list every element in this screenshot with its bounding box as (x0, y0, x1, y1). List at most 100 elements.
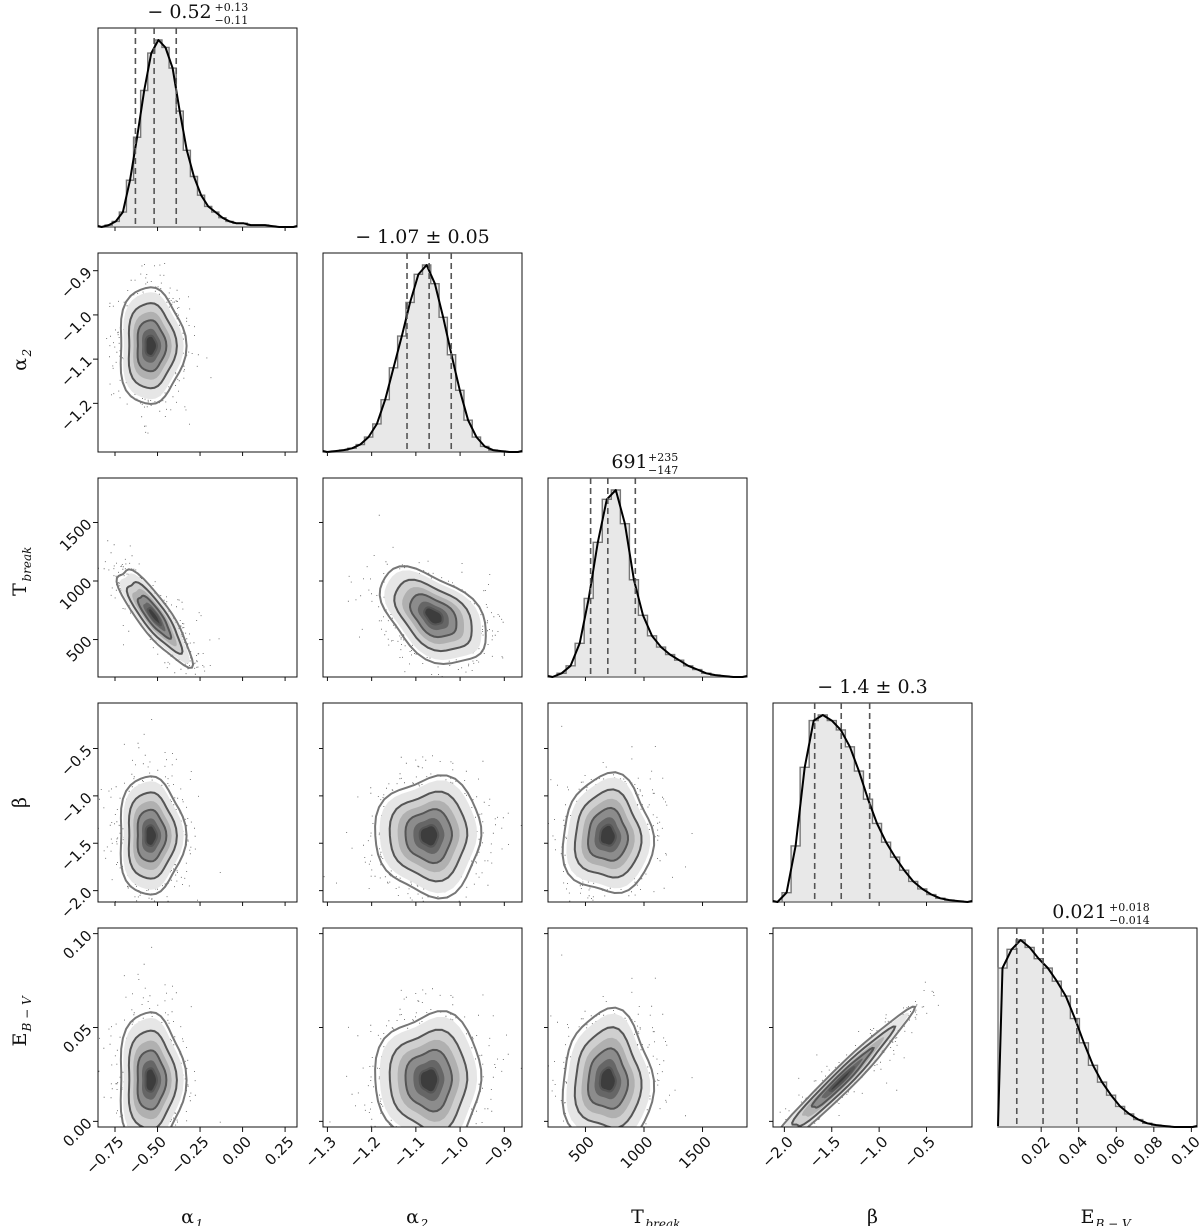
title-lower-error-tbreak: −147 (648, 464, 678, 477)
panel-content (548, 725, 693, 902)
y-tick-label: 500 (63, 632, 96, 665)
kde-curve-tbreak (547, 489, 748, 678)
marginal-panel-alpha2: − 1.07 ± 0.05 (322, 226, 523, 453)
x-tick-label: 500 (565, 1133, 598, 1166)
x-tick-label: 0.04 (1055, 1133, 1091, 1169)
title-upper-error-ebv: +0.018 (1109, 901, 1150, 914)
y-axis-label-sub-ebv: B − V (20, 995, 34, 1033)
x-axis-ebv: 0.02 0.04 0.06 0.08 0.10 E B − V (1017, 1127, 1200, 1226)
contour-line-2 (404, 1048, 454, 1113)
contour-line-0 (115, 568, 195, 669)
y-axis-label-sub-tbreak: break (20, 547, 34, 582)
x-axis-label-sub-tbreak: break (646, 1217, 681, 1226)
scatter-points (98, 540, 220, 675)
x-tick-label: −1.5 (806, 1133, 844, 1171)
title-upper-error-tbreak: +235 (648, 451, 678, 464)
x-tick-label: 1000 (617, 1133, 657, 1173)
contour-line-1 (573, 1026, 643, 1127)
panel-frame (97, 252, 298, 453)
contour-line-3 (598, 823, 617, 847)
kde-curve-ebv (997, 939, 1198, 1128)
x-tick-label: 1500 (675, 1133, 715, 1173)
panel-frame (322, 702, 523, 903)
panel-content (98, 719, 221, 902)
y-tick-label: −1.1 (57, 352, 95, 390)
marginal-panel-tbreak: 691 +235−147 (547, 451, 748, 678)
panel-content (548, 954, 693, 1127)
contour-line-0 (119, 1011, 188, 1127)
x-tick-label: 0.25 (261, 1133, 297, 1169)
x-tick-label: −0.25 (167, 1133, 212, 1178)
joint-panel-tbreak-ebv (547, 927, 748, 1128)
x-tick-label: 0.02 (1017, 1133, 1053, 1169)
title-lower-error-alpha1: −0.11 (215, 14, 249, 27)
contour-line-3 (144, 1067, 159, 1093)
kde-curve-alpha2 (322, 264, 523, 453)
x-axis-label-tbreak: T (631, 1206, 644, 1226)
joint-panel-beta-ebv (772, 927, 973, 1128)
density-level-5 (146, 336, 157, 356)
x-tick-label: −0.75 (82, 1133, 127, 1178)
x-tick-label: 0.06 (1092, 1133, 1128, 1169)
contour-line-0 (561, 771, 656, 895)
contour-line-0 (561, 1006, 656, 1127)
marginal-panel-ebv: 0.021 +0.018−0.014 (997, 901, 1198, 1128)
joint-panel-alpha1-ebv (97, 927, 298, 1128)
panel-frame (322, 477, 523, 678)
contour-line-0 (378, 565, 487, 666)
contour-line-2 (136, 1049, 168, 1111)
panel-content (323, 755, 522, 902)
contour-line-2 (404, 808, 454, 865)
title-upper-error-alpha1: +0.13 (215, 1, 249, 14)
contour-line-3 (418, 824, 440, 848)
contour-line-1 (791, 1025, 897, 1127)
x-axis-label-sub-alpha1: 1 (196, 1217, 204, 1226)
contour-line-0 (374, 774, 483, 900)
y-tick-label: −2.0 (57, 884, 95, 922)
joint-panel-tbreak-beta (547, 702, 748, 903)
y-tick-label: −1.2 (57, 396, 95, 434)
contour-line-1 (127, 791, 178, 880)
contour-line-0 (119, 775, 188, 896)
contour-line-1 (388, 1028, 469, 1127)
x-tick-label: 0.08 (1130, 1133, 1166, 1169)
marginal-panel-alpha1: − 0.52 +0.13−0.11 (97, 1, 298, 228)
panel-frame (547, 702, 748, 903)
title-value-beta: − 1.4 ± 0.3 (817, 676, 927, 698)
panel-content (106, 263, 212, 452)
x-tick-label: 0.00 (219, 1133, 255, 1169)
y-tick-label: −0.9 (57, 264, 95, 302)
y-tick-label: 0.05 (59, 1020, 95, 1056)
panel-content (347, 514, 511, 677)
panel-background (773, 928, 972, 1127)
joint-panel-alpha2-ebv (322, 927, 523, 1128)
x-axis-label-beta: β (867, 1206, 878, 1226)
joint-panel-alpha2-tbreak (322, 477, 523, 678)
y-axis-alpha2: −1.2 −1.1 −1.0 −0.9 α2 (9, 264, 98, 435)
contour-line-3 (418, 1067, 440, 1094)
y-tick-label: −1.0 (57, 789, 95, 827)
contour-line-1 (573, 788, 643, 879)
density-level-5 (600, 825, 615, 845)
contour-line-2 (136, 808, 168, 863)
x-axis-label-alpha2: α (406, 1206, 419, 1226)
density-level-5 (420, 1069, 438, 1092)
x-tick-label: 0.10 (1168, 1133, 1200, 1169)
y-tick-label: −0.5 (57, 741, 95, 779)
y-axis-label-beta: β (9, 797, 31, 808)
joint-panel-alpha1-beta (97, 702, 298, 903)
x-tick-label: −1.0 (434, 1133, 472, 1171)
contour-line-2 (810, 1046, 876, 1109)
y-axis-label-alpha2: α (9, 358, 31, 371)
contour-line-0 (374, 1010, 483, 1127)
kde-curve-alpha1 (97, 39, 298, 228)
x-tick-label: −0.9 (478, 1133, 516, 1171)
x-tick-label: −0.5 (901, 1133, 939, 1171)
density-level-5 (148, 608, 161, 625)
panel-frame (97, 477, 298, 678)
contour-line-3 (146, 606, 162, 627)
density-level-5 (146, 826, 157, 845)
contour-line-2 (586, 1047, 630, 1110)
y-tick-label: 0.10 (59, 927, 95, 963)
y-axis-label-tbreak: T (9, 583, 31, 596)
